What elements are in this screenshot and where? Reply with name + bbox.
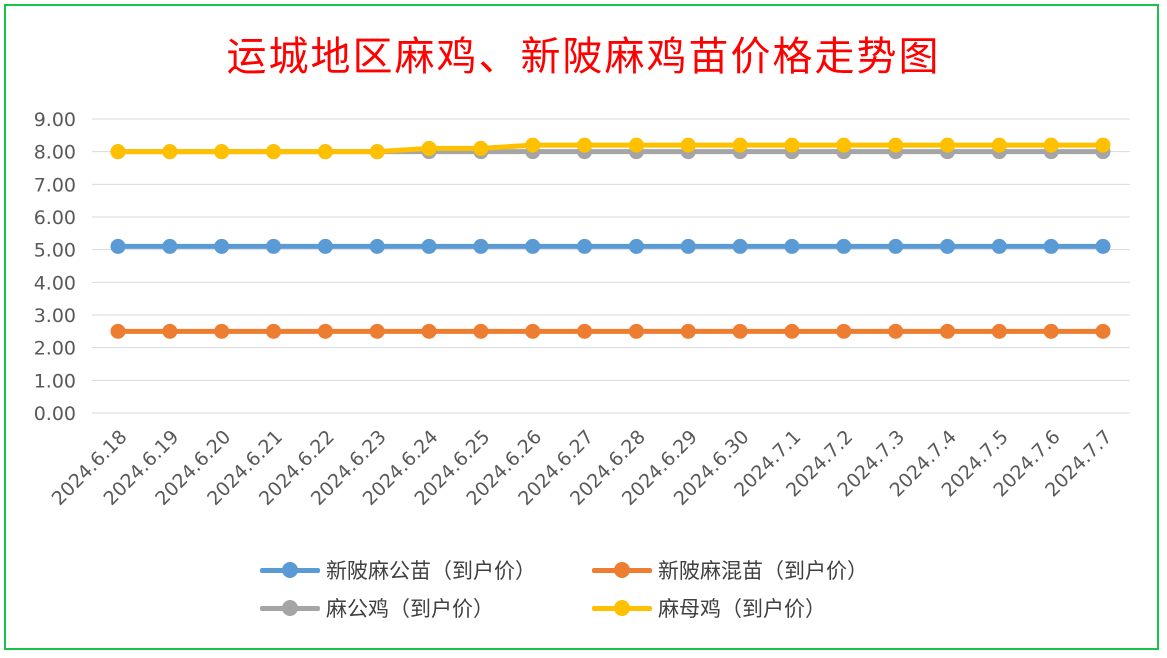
data-point <box>784 323 800 339</box>
legend-item-hen: 麻母鸡（到户价） <box>592 593 826 623</box>
data-point <box>317 144 333 160</box>
data-point <box>1095 323 1111 339</box>
data-point <box>836 323 852 339</box>
y-tick-label: 5.00 <box>34 240 76 262</box>
y-tick-label: 1.00 <box>34 370 76 392</box>
data-point <box>525 323 541 339</box>
data-point <box>732 238 748 254</box>
data-point <box>369 323 385 339</box>
legend-label: 麻公鸡（到户价） <box>326 597 494 621</box>
data-point <box>628 323 644 339</box>
data-point <box>680 238 696 254</box>
data-point <box>577 323 593 339</box>
data-point <box>836 137 852 153</box>
data-point <box>110 323 126 339</box>
data-point <box>680 323 696 339</box>
data-point <box>1095 238 1111 254</box>
data-point <box>214 323 230 339</box>
data-point <box>266 238 282 254</box>
data-point <box>110 144 126 160</box>
data-point <box>1043 323 1059 339</box>
data-point <box>939 323 955 339</box>
legend-item-xinbei-mixed-chick: 新陂麻混苗（到户价） <box>592 555 868 585</box>
data-point <box>939 238 955 254</box>
y-tick-label: 6.00 <box>34 207 76 229</box>
data-point <box>991 323 1007 339</box>
data-point <box>888 137 904 153</box>
y-tick-label: 2.00 <box>34 338 76 360</box>
legend-marker <box>260 600 320 616</box>
data-point <box>991 238 1007 254</box>
data-point <box>266 323 282 339</box>
data-point <box>1095 137 1111 153</box>
y-tick-label: 4.00 <box>34 272 76 294</box>
legend-item-rooster: 麻公鸡（到户价） <box>260 593 494 623</box>
legend-marker <box>260 562 320 578</box>
y-tick-label: 8.00 <box>34 142 76 164</box>
data-point <box>784 238 800 254</box>
y-tick-label: 9.00 <box>34 109 76 131</box>
data-point <box>317 323 333 339</box>
series-line-3 <box>115 142 1106 155</box>
data-point <box>214 144 230 160</box>
legend-marker <box>592 562 652 578</box>
data-point <box>784 137 800 153</box>
data-point <box>1043 137 1059 153</box>
data-point <box>421 238 437 254</box>
data-point <box>421 323 437 339</box>
data-point <box>162 323 178 339</box>
data-point <box>162 144 178 160</box>
data-point <box>369 144 385 160</box>
legend-marker <box>592 600 652 616</box>
legend-label: 新陂麻混苗（到户价） <box>658 559 868 583</box>
data-point <box>628 137 644 153</box>
data-point <box>525 137 541 153</box>
data-point <box>525 238 541 254</box>
data-point <box>888 323 904 339</box>
data-point <box>317 238 333 254</box>
y-tick-label: 0.00 <box>34 403 76 425</box>
data-point <box>421 140 437 156</box>
legend-item-xinbei-male-chick: 新陂麻公苗（到户价） <box>260 555 536 585</box>
data-point <box>214 238 230 254</box>
data-point <box>473 238 489 254</box>
data-point <box>1043 238 1059 254</box>
data-point <box>939 137 955 153</box>
legend-label: 麻母鸡（到户价） <box>658 597 826 621</box>
data-point <box>266 144 282 160</box>
data-point <box>110 238 126 254</box>
data-point <box>577 238 593 254</box>
data-point <box>628 238 644 254</box>
legend-label: 新陂麻公苗（到户价） <box>326 559 536 583</box>
data-point <box>162 238 178 254</box>
data-point <box>577 137 593 153</box>
data-point <box>991 137 1007 153</box>
data-point <box>473 323 489 339</box>
data-point <box>473 140 489 156</box>
data-point <box>369 238 385 254</box>
y-tick-label: 3.00 <box>34 305 76 327</box>
data-point <box>732 137 748 153</box>
data-point <box>836 238 852 254</box>
y-tick-label: 7.00 <box>34 174 76 196</box>
data-point <box>888 238 904 254</box>
data-point <box>680 137 696 153</box>
chart-title: 运城地区麻鸡、新陂麻鸡苗价格走势图 <box>226 34 941 80</box>
data-point <box>732 323 748 339</box>
